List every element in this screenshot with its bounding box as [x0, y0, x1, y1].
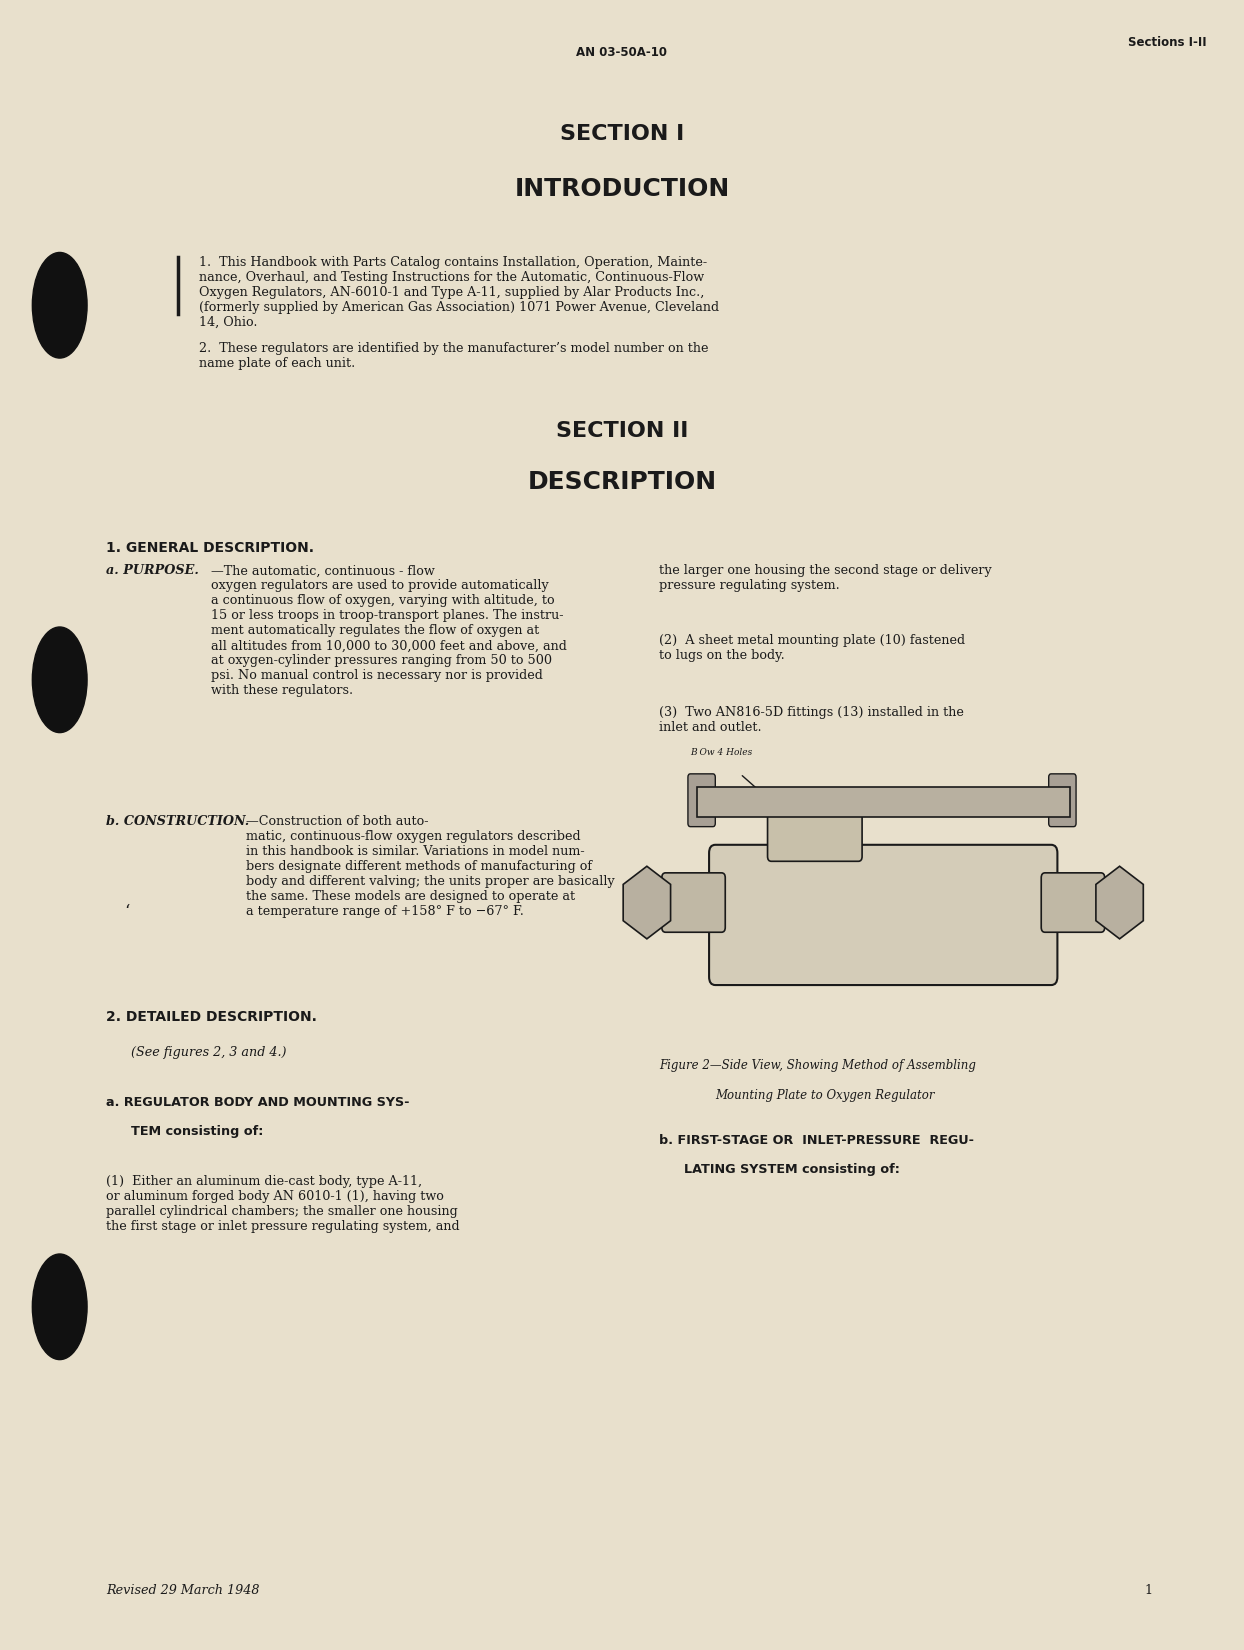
Text: 1: 1 — [1144, 1584, 1152, 1597]
Text: a. REGULATOR BODY AND MOUNTING SYS-: a. REGULATOR BODY AND MOUNTING SYS- — [106, 1096, 409, 1109]
FancyBboxPatch shape — [1049, 774, 1076, 827]
Text: a. PURPOSE.: a. PURPOSE. — [106, 564, 199, 578]
Text: b. CONSTRUCTION.: b. CONSTRUCTION. — [106, 815, 249, 828]
FancyBboxPatch shape — [697, 787, 1070, 817]
Text: INTRODUCTION: INTRODUCTION — [514, 177, 730, 201]
Text: —The automatic, continuous - flow
oxygen regulators are used to provide automati: —The automatic, continuous - flow oxygen… — [211, 564, 567, 698]
Text: ‘: ‘ — [124, 903, 129, 919]
Text: 1.  This Handbook with Parts Catalog contains Installation, Operation, Mainte-
n: 1. This Handbook with Parts Catalog cont… — [199, 256, 719, 328]
Text: AN 03-50A-10: AN 03-50A-10 — [576, 46, 668, 59]
Text: the larger one housing the second stage or delivery
pressure regulating system.: the larger one housing the second stage … — [659, 564, 991, 592]
Text: DESCRIPTION: DESCRIPTION — [527, 470, 717, 495]
Text: Mounting Plate to Oxygen Regulator: Mounting Plate to Oxygen Regulator — [715, 1089, 934, 1102]
FancyBboxPatch shape — [662, 873, 725, 932]
FancyBboxPatch shape — [653, 845, 1188, 1035]
Text: —Construction of both auto-
matic, continuous-flow oxygen regulators described
i: —Construction of both auto- matic, conti… — [246, 815, 615, 917]
Text: b. FIRST-STAGE OR  INLET-PRESSURE  REGU-: b. FIRST-STAGE OR INLET-PRESSURE REGU- — [659, 1134, 974, 1147]
FancyBboxPatch shape — [709, 845, 1057, 985]
FancyBboxPatch shape — [768, 802, 862, 861]
Text: SECTION II: SECTION II — [556, 421, 688, 441]
Text: 1. GENERAL DESCRIPTION.: 1. GENERAL DESCRIPTION. — [106, 541, 313, 554]
Text: (2)  A sheet metal mounting plate (10) fastened
to lugs on the body.: (2) A sheet metal mounting plate (10) fa… — [659, 634, 965, 662]
Text: SECTION I: SECTION I — [560, 124, 684, 144]
Text: Sections I-II: Sections I-II — [1128, 36, 1207, 50]
FancyBboxPatch shape — [688, 774, 715, 827]
Ellipse shape — [32, 1254, 87, 1360]
Text: TEM consisting of:: TEM consisting of: — [131, 1125, 262, 1138]
Text: Figure 2—Side View, Showing Method of Assembling: Figure 2—Side View, Showing Method of As… — [659, 1059, 977, 1072]
Text: (1)  Either an aluminum die-cast body, type A-11,
or aluminum forged body AN 601: (1) Either an aluminum die-cast body, ty… — [106, 1175, 459, 1233]
FancyBboxPatch shape — [1041, 873, 1105, 932]
Text: 2.  These regulators are identified by the manufacturer’s model number on the
na: 2. These regulators are identified by th… — [199, 342, 709, 370]
Text: (3)  Two AN816-5D fittings (13) installed in the
inlet and outlet.: (3) Two AN816-5D fittings (13) installed… — [659, 706, 964, 734]
Ellipse shape — [32, 252, 87, 358]
Text: (See figures 2, 3 and 4.): (See figures 2, 3 and 4.) — [131, 1046, 286, 1059]
Text: LATING SYSTEM consisting of:: LATING SYSTEM consisting of: — [684, 1163, 901, 1176]
Text: 2. DETAILED DESCRIPTION.: 2. DETAILED DESCRIPTION. — [106, 1010, 317, 1023]
Text: B Ow 4 Holes: B Ow 4 Holes — [690, 749, 753, 757]
Ellipse shape — [32, 627, 87, 733]
Text: Revised 29 March 1948: Revised 29 March 1948 — [106, 1584, 259, 1597]
